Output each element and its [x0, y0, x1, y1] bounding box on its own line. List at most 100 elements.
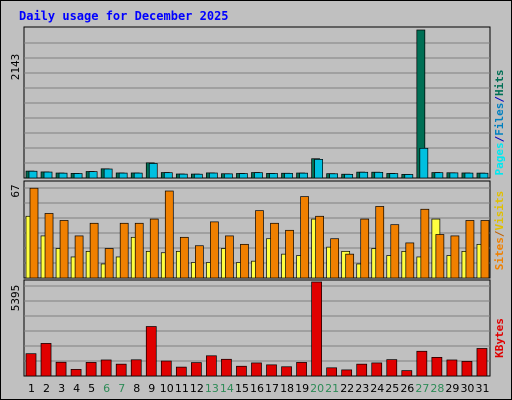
x-tick-label-day-23: 23: [355, 382, 369, 395]
x-tick-label-day-24: 24: [370, 382, 384, 395]
x-tick-label-day-27: 27: [415, 382, 429, 395]
bar-sites-day-30: [465, 220, 475, 279]
x-tick-label-day-10: 10: [160, 382, 174, 395]
bar-sites-day-18: [285, 229, 294, 279]
bar-sites-day-4: [74, 235, 84, 279]
bar-sites-day-3: [59, 220, 69, 279]
bar-kbytes-day-22: [341, 369, 353, 377]
bar-kbytes-day-15: [236, 365, 247, 377]
bar-sites-day-29: [450, 235, 460, 279]
bar-files-day-7: [118, 172, 128, 179]
bar-sites-day-6: [104, 248, 114, 279]
x-tick-label-day-19: 19: [295, 382, 309, 395]
bar-sites-day-9: [149, 218, 159, 279]
bar-sites-day-23: [360, 218, 370, 279]
bar-kbytes-day-3: [55, 361, 67, 377]
bar-sites-day-8: [134, 222, 144, 279]
bar-kbytes-day-5: [85, 362, 97, 377]
requests-legend: Pages/Files/Hits: [493, 70, 506, 176]
bar-sites-day-13: [210, 221, 219, 279]
bar-files-day-23: [359, 171, 369, 179]
x-tick-label-day-7: 7: [118, 382, 125, 395]
bar-files-day-20: [314, 159, 323, 179]
bar-kbytes-day-4: [70, 369, 82, 377]
bar-files-day-26: [404, 174, 414, 179]
x-tick-label-day-4: 4: [73, 382, 80, 395]
bar-kbytes-day-27: [416, 350, 428, 377]
bar-files-day-12: [194, 173, 203, 179]
x-tick-label-day-17: 17: [265, 382, 279, 395]
bar-files-day-25: [389, 173, 399, 179]
bar-sites-day-7: [119, 222, 129, 279]
x-tick-label-day-25: 25: [385, 382, 399, 395]
bar-files-day-15: [239, 173, 248, 179]
bar-files-day-27: [419, 147, 429, 179]
bar-sites-day-15: [240, 243, 249, 279]
bar-sites-day-20: [315, 215, 324, 279]
bar-kbytes-day-16: [251, 362, 262, 377]
x-tick-label-day-5: 5: [88, 382, 95, 395]
bar-sites-day-16: [255, 210, 264, 279]
bar-sites-day-27: [420, 208, 430, 279]
bar-files-day-1: [28, 170, 38, 179]
bar-sites-day-22: [345, 253, 355, 279]
bar-kbytes-day-30: [461, 361, 473, 377]
bar-sites-day-2: [44, 213, 54, 279]
x-tick-label-day-18: 18: [280, 382, 294, 395]
bar-sites-day-25: [390, 224, 400, 279]
bar-kbytes-day-1: [25, 353, 37, 377]
x-tick-label-day-13: 13: [205, 382, 219, 395]
bar-kbytes-day-24: [371, 362, 383, 377]
bar-files-day-6: [103, 168, 113, 179]
legend-pages: Pages: [493, 142, 506, 175]
kbytes-legend: KBytes: [493, 318, 506, 358]
bar-sites-day-1: [29, 187, 39, 279]
bar-kbytes-day-11: [175, 366, 187, 377]
x-tick-label-day-28: 28: [430, 382, 444, 395]
x-tick-label-day-31: 31: [475, 382, 489, 395]
bar-kbytes-day-26: [401, 370, 413, 377]
bar-sites-day-31: [480, 220, 490, 279]
bar-kbytes-day-17: [266, 364, 277, 377]
visitors-legend: Sites/Visits: [493, 191, 506, 271]
bar-kbytes-day-21: [326, 367, 337, 377]
bar-sites-day-17: [270, 222, 279, 279]
bar-sites-day-12: [195, 245, 204, 279]
legend-separator: /: [493, 230, 506, 237]
bar-files-day-17: [269, 173, 278, 179]
bar-sites-day-24: [375, 206, 385, 279]
bar-files-day-21: [329, 173, 338, 179]
bar-sites-day-26: [405, 242, 415, 279]
bar-kbytes-day-2: [40, 343, 52, 377]
x-tick-label-day-6: 6: [103, 382, 110, 395]
bar-sites-day-5: [89, 222, 99, 279]
chart-panels: 2143Pages/Files/Hits67Sites/Visits5395KB…: [9, 26, 506, 395]
x-tick-label-day-21: 21: [325, 382, 339, 395]
bar-files-day-30: [464, 172, 474, 179]
bar-files-day-29: [449, 172, 459, 179]
bar-files-day-16: [254, 172, 263, 179]
legend-visits: Visits: [493, 191, 506, 231]
x-tick-label-day-20: 20: [310, 382, 324, 395]
x-tick-label-day-8: 8: [133, 382, 140, 395]
bar-kbytes-day-9: [145, 326, 157, 377]
bar-kbytes-day-31: [476, 348, 488, 377]
bar-sites-day-19: [300, 196, 309, 279]
bar-kbytes-day-25: [386, 359, 398, 377]
bar-sites-day-10: [164, 190, 174, 279]
x-tick-label-day-3: 3: [58, 382, 65, 395]
bar-files-day-24: [374, 171, 384, 179]
x-tick-label-day-2: 2: [43, 382, 50, 395]
legend-hits: Hits: [493, 70, 506, 97]
bar-files-day-13: [209, 172, 218, 179]
bar-kbytes-day-12: [191, 362, 202, 377]
bar-kbytes-day-6: [100, 359, 112, 377]
legend-separator: /: [493, 96, 506, 103]
bar-files-day-3: [58, 172, 68, 179]
chart-title: Daily usage for December 2025: [19, 9, 229, 23]
bar-kbytes-day-14: [221, 358, 232, 377]
bar-kbytes-day-18: [281, 366, 292, 377]
x-tick-label-day-14: 14: [220, 382, 234, 395]
